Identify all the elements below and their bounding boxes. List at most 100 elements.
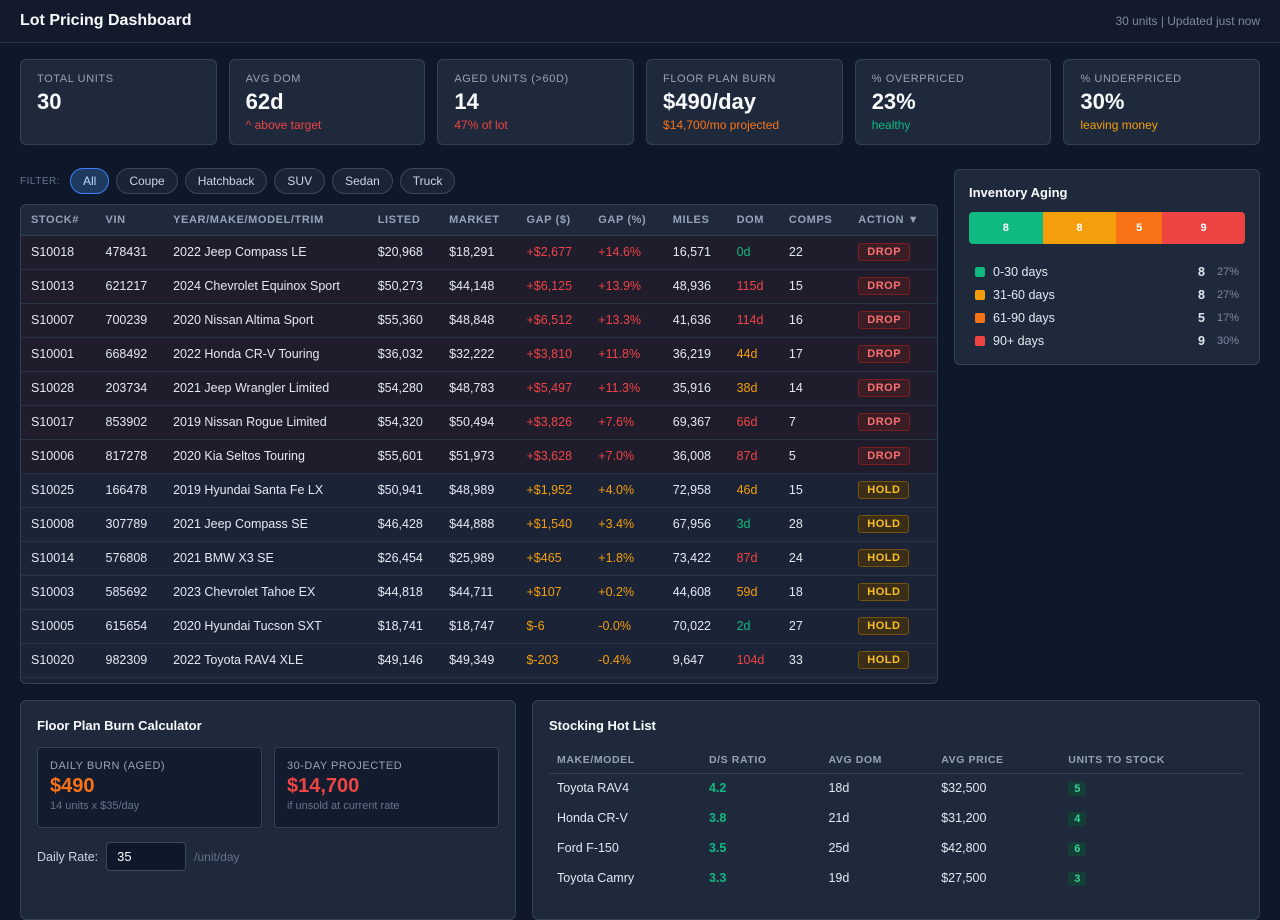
filter-chip-hatchback[interactable]: Hatchback <box>184 168 268 194</box>
hotlist-price: $27,500 <box>941 871 987 885</box>
vehicle-cell: 2020 Hyundai Tucson SXT <box>163 609 368 644</box>
dom-cell: 87d <box>726 541 779 576</box>
column-header: GAP ($) <box>516 205 589 236</box>
kpi-subtext: ^ above target <box>245 118 322 132</box>
hotlist-price: $31,200 <box>941 811 987 825</box>
kpi-label: TOTAL UNITS <box>37 73 114 85</box>
hold-badge[interactable]: HOLD <box>858 583 910 601</box>
units-to-stock-badge: 6 <box>1068 841 1087 856</box>
kpi-value: 62d <box>245 89 284 114</box>
drop-badge[interactable]: DROP <box>858 277 911 295</box>
comps-cell: 5 <box>778 439 849 474</box>
pricing-table-panel: STOCK# VIN YEAR/MAKE/MODEL/TRIM LISTED MARKE… <box>20 204 938 684</box>
legend-percent: 27% <box>1216 288 1239 301</box>
table-row[interactable]: S10014 576808 2021 BMW X3 SE $26,454 $25,989… <box>21 541 937 576</box>
table-row[interactable]: S10020 982309 2022 Toyota RAV4 XLE $49,146 $… <box>21 643 937 678</box>
table-row[interactable]: S10018 478431 2022 Jeep Compass LE $20,968 $… <box>21 235 937 270</box>
gap-percent-cell: +11.8% <box>588 337 663 372</box>
hotlist-title: Stocking Hot List <box>549 718 656 733</box>
drop-badge[interactable]: DROP <box>858 311 911 329</box>
miles-cell: 72,958 <box>662 473 727 508</box>
table-row[interactable]: S10001 668492 2022 Honda CR-V Touring $36,0… <box>21 337 937 372</box>
listed-price-cell: $55,360 <box>367 303 440 338</box>
dom-cell: 0d <box>726 235 779 270</box>
miles-cell: 48,936 <box>662 269 727 304</box>
drop-badge[interactable]: DROP <box>858 447 911 465</box>
hold-badge[interactable]: HOLD <box>858 617 910 635</box>
gap-percent-cell: -0.4% <box>588 643 663 678</box>
hotlist-row[interactable]: Ford F-150 3.5 25d $42,800 6 <box>549 833 1243 863</box>
kpi-value: 14 <box>454 89 479 114</box>
hold-badge[interactable]: HOLD <box>858 549 910 567</box>
market-price-cell: $49,349 <box>439 643 517 678</box>
hotlist-units-cell: 6 <box>1060 833 1243 863</box>
daily-rate-input[interactable] <box>106 842 187 871</box>
filter-chip-sedan[interactable]: Sedan <box>332 168 393 194</box>
column-header[interactable]: ACTION ▼ <box>848 205 937 236</box>
gap-percent-cell: +13.3% <box>588 303 663 338</box>
hotlist-row[interactable]: Toyota Camry 3.3 19d $27,500 3 <box>549 863 1243 893</box>
aging-legend-item: 61-90 days 5 17% <box>969 306 1245 329</box>
comps-cell: 7 <box>778 405 849 440</box>
vin-cell: 615654 <box>95 609 164 644</box>
table-row[interactable]: S10007 700239 2020 Nissan Altima Sport $55,… <box>21 303 937 338</box>
kpi-label: % OVERPRICED <box>871 73 965 85</box>
stock-cell: S10005 <box>21 609 96 644</box>
table-row[interactable]: S10013 621217 2024 Chevrolet Equinox Sport… <box>21 269 937 304</box>
filter-chip-truck[interactable]: Truck <box>399 168 456 194</box>
table-row[interactable]: S10028 203734 2021 Jeep Wrangler Limited $5… <box>21 371 937 406</box>
hotlist-row[interactable]: Honda CR-V 3.8 21d $31,200 4 <box>549 803 1243 833</box>
hold-badge[interactable]: HOLD <box>858 515 910 533</box>
hotlist-ratio: 3.8 <box>708 811 727 825</box>
kpi-value: 30 <box>37 89 62 114</box>
market-price-cell: $48,783 <box>439 371 517 406</box>
gap-dollar-cell: $-203 <box>516 643 589 678</box>
vin-cell: 307789 <box>95 507 164 542</box>
table-row[interactable]: S10006 817278 2020 Kia Seltos Touring $55,6… <box>21 439 937 474</box>
stock-cell: S10020 <box>21 643 96 678</box>
market-price-cell: $50,494 <box>439 405 517 440</box>
filter-chip-coupe[interactable]: Coupe <box>116 168 178 194</box>
listed-price-cell: $44,818 <box>367 575 440 610</box>
gap-dollar-cell: +$6,512 <box>516 303 589 338</box>
kpi-card: AGED UNITS (>60D) 14 47% of lot <box>437 59 635 145</box>
dom-cell: 3d <box>726 507 779 542</box>
gap-dollar-cell: +$6,125 <box>516 269 589 304</box>
comps-cell: 15 <box>778 473 849 508</box>
table-row[interactable]: S10003 585692 2023 Chevrolet Tahoe EX $44,8… <box>21 575 937 610</box>
table-row[interactable]: S10017 853902 2019 Nissan Rogue Limited $54… <box>21 405 937 440</box>
gap-dollar-cell: $-6 <box>516 609 589 644</box>
gap-percent-cell: +4.0% <box>588 473 663 508</box>
stock-cell: S10008 <box>21 507 96 542</box>
kpi-subtext: leaving money <box>1080 118 1158 132</box>
drop-badge[interactable]: DROP <box>858 379 911 397</box>
miles-cell: 9,647 <box>662 643 727 678</box>
drop-badge[interactable]: DROP <box>858 345 911 363</box>
daily-rate-unit: /unit/day <box>194 849 240 864</box>
action-cell: DROP <box>848 303 937 338</box>
market-price-cell: $44,148 <box>439 269 517 304</box>
legend-count: 5 <box>1198 310 1205 325</box>
projected-label: 30-DAY PROJECTED <box>287 760 403 772</box>
hotlist-row[interactable]: Toyota RAV4 4.2 18d $32,500 5 <box>549 773 1243 803</box>
action-cell: HOLD <box>848 643 937 678</box>
vehicle-cell: 2020 Nissan Altima Sport <box>163 303 368 338</box>
drop-badge[interactable]: DROP <box>858 413 911 431</box>
vin-cell: 817278 <box>95 439 164 474</box>
gap-percent-cell: +11.3% <box>588 371 663 406</box>
hold-badge[interactable]: HOLD <box>858 651 910 669</box>
vehicle-cell: 2022 Jeep Compass LE <box>163 235 368 270</box>
table-row[interactable]: S10008 307789 2021 Jeep Compass SE $46,428 $… <box>21 507 937 542</box>
table-row[interactable]: S10025 166478 2019 Hyundai Santa Fe LX $50,… <box>21 473 937 508</box>
table-row[interactable]: S10005 615654 2020 Hyundai Tucson SXT $18,7… <box>21 609 937 644</box>
hotlist-model: Toyota Camry <box>557 871 635 885</box>
stock-cell: S10018 <box>21 235 96 270</box>
filter-chip-all[interactable]: All <box>69 168 110 194</box>
action-cell: DROP <box>848 235 937 270</box>
drop-badge[interactable]: DROP <box>858 243 911 261</box>
hold-badge[interactable]: HOLD <box>858 481 910 499</box>
listed-price-cell: $50,273 <box>367 269 440 304</box>
filter-chip-suv[interactable]: SUV <box>274 168 326 194</box>
daily-rate-row: Daily Rate: /unit/day <box>37 842 499 871</box>
comps-cell: 33 <box>778 643 849 678</box>
